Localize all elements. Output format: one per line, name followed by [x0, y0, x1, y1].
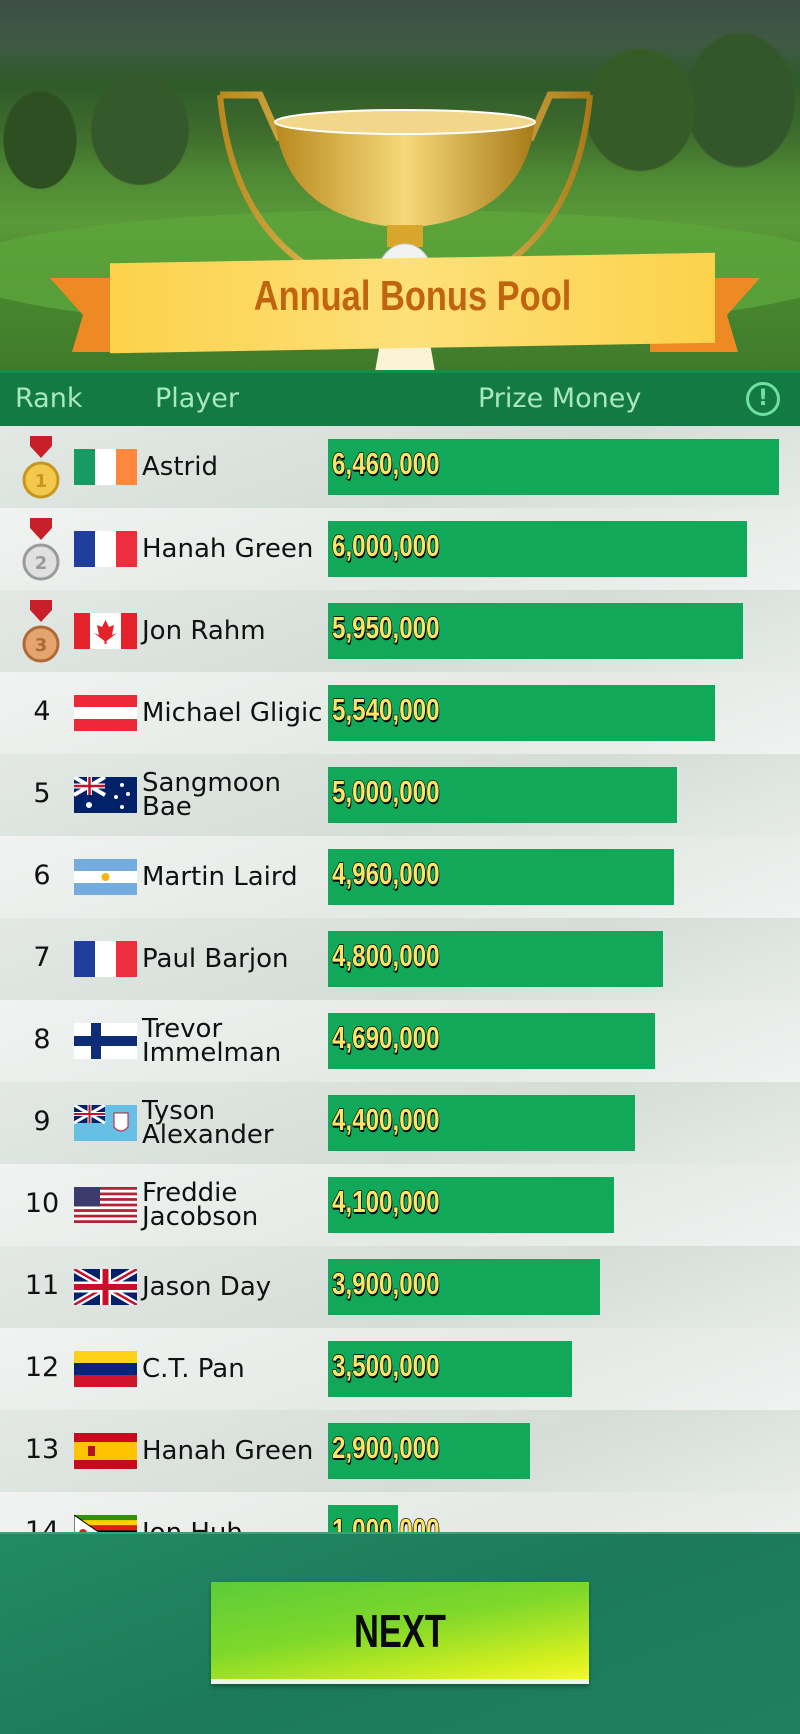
prize-amount: 6,000,000 — [331, 527, 440, 563]
rank-number: 4 — [33, 696, 51, 727]
table-row[interactable]: 13 Hanah Green 2,900,000 — [0, 1410, 800, 1492]
prize-bar — [328, 767, 678, 823]
prize-bar — [328, 931, 664, 987]
flag-france-icon — [74, 941, 137, 977]
player-name: Hanah Green — [142, 1436, 314, 1466]
title-ribbon: Annual Bonus Pool — [50, 252, 760, 358]
table-row[interactable]: 10 Freddie Jacobson 4,100,000 — [0, 1164, 800, 1246]
rank-number: 2 — [35, 553, 48, 574]
player-name: Michael Gligic — [142, 698, 323, 728]
prize-amount: 2,900,000 — [331, 1429, 440, 1465]
prize-amount: 4,960,000 — [331, 855, 440, 891]
table-row[interactable]: 11 Jason Day 3,900,000 — [0, 1246, 800, 1328]
info-icon[interactable]: ! — [746, 382, 780, 416]
rank-number: 11 — [24, 1270, 60, 1301]
player-name: Sangmoon Bae — [142, 768, 282, 822]
rank-number: 6 — [33, 860, 51, 891]
player-name: Jon Rahm — [142, 616, 266, 646]
table-row[interactable]: 9 Tyson Alexander 4,400,000 — [0, 1082, 800, 1164]
flag-uk-icon — [74, 1269, 137, 1305]
player-name: C.T. Pan — [142, 1354, 245, 1384]
flag-zimbabwe-icon — [74, 1515, 137, 1532]
player-name: Trevor Immelman — [142, 1014, 282, 1068]
prize-bar — [328, 521, 747, 577]
prize-bar — [328, 1505, 398, 1532]
rank-number: 5 — [33, 778, 51, 809]
player-name: Tyson Alexander — [142, 1096, 274, 1150]
medal-gold-icon: 1 — [22, 436, 60, 499]
prize-bar — [328, 1259, 601, 1315]
prize-amount: 4,100,000 — [331, 1183, 440, 1219]
table-row[interactable]: 1 Astrid 6,460,000 — [0, 426, 800, 508]
rank-number: 14 — [24, 1516, 60, 1532]
prize-bar — [328, 1177, 615, 1233]
medal-silver-icon: 2 — [22, 518, 60, 581]
prize-amount: 6,460,000 — [331, 445, 440, 481]
rank-number: 3 — [35, 635, 48, 656]
prize-amount: 5,950,000 — [331, 609, 440, 645]
flag-austria-icon — [74, 695, 137, 731]
banner: Annual Bonus Pool — [0, 0, 800, 370]
rank-number: 12 — [24, 1352, 60, 1383]
rank-number: 8 — [33, 1024, 51, 1055]
prize-bar — [328, 685, 715, 741]
prize-amount: 3,500,000 — [331, 1347, 440, 1383]
flag-canada-icon — [74, 613, 137, 649]
player-name: Jason Day — [142, 1272, 272, 1302]
table-row[interactable]: 14 Jon Huh1,000,000 — [0, 1492, 800, 1532]
prize-amount: 5,540,000 — [331, 691, 440, 727]
prize-bar — [328, 1013, 656, 1069]
prize-bar — [328, 1341, 573, 1397]
rank-number: 1 — [35, 471, 48, 492]
player-name: Hanah Green — [142, 534, 314, 564]
rank-number: 10 — [24, 1188, 60, 1219]
flag-france-icon — [74, 531, 137, 567]
next-button-label: NEXT — [353, 1605, 447, 1657]
player-name: Martin Laird — [142, 862, 298, 892]
leaderboard-list[interactable]: 1 Astrid 6,460,000 2 Hanah Green 6,000,000 3 Jo… — [0, 426, 800, 1532]
column-rank: Rank — [15, 383, 83, 414]
table-row[interactable]: 3 Jon Rahm 5,950,000 — [0, 590, 800, 672]
table-row[interactable]: 7 Paul Barjon 4,800,000 — [0, 918, 800, 1000]
column-player: Player — [155, 383, 240, 414]
prize-amount: 4,400,000 — [331, 1101, 440, 1137]
flag-venezuela-icon — [74, 1351, 137, 1387]
rank-number: 13 — [24, 1434, 60, 1465]
rank-number: 7 — [33, 942, 51, 973]
prize-amount: 4,800,000 — [331, 937, 440, 973]
prize-amount: 5,000,000 — [331, 773, 440, 809]
player-name: Freddie Jacobson — [142, 1178, 259, 1232]
footer: NEXT — [0, 1532, 800, 1734]
player-name: Astrid — [142, 452, 218, 482]
table-row[interactable]: 12 C.T. Pan 3,500,000 — [0, 1328, 800, 1410]
flag-argentina-icon — [74, 859, 137, 895]
table-row[interactable]: 5 Sangmoon Bae 5,000,000 — [0, 754, 800, 836]
flag-finland-icon — [74, 1023, 137, 1059]
column-prize-money: Prize Money — [478, 383, 642, 414]
table-row[interactable]: 4 Michael Gligic 5,540,000 — [0, 672, 800, 754]
table-header: Rank Player Prize Money ! — [0, 370, 800, 426]
prize-bar — [328, 439, 779, 495]
flag-ireland-icon — [74, 449, 137, 485]
prize-bar — [328, 603, 744, 659]
page-title: Annual Bonus Pool — [253, 272, 572, 319]
player-name: Jon Huh — [142, 1492, 330, 1532]
flag-usa-icon — [74, 1187, 137, 1223]
table-row[interactable]: 2 Hanah Green 6,000,000 — [0, 508, 800, 590]
prize-bar — [328, 1423, 531, 1479]
flag-spain-icon — [74, 1433, 137, 1469]
flag-fiji-icon — [74, 1105, 137, 1141]
table-row[interactable]: 6 Martin Laird 4,960,000 — [0, 836, 800, 918]
prize-amount: 1,000,000 — [331, 1511, 440, 1532]
flag-australia-icon — [74, 777, 137, 813]
prize-amount: 4,690,000 — [331, 1019, 440, 1055]
prize-bar — [328, 849, 675, 905]
player-name: Paul Barjon — [142, 944, 289, 974]
prize-amount: 3,900,000 — [331, 1265, 440, 1301]
rank-number: 9 — [33, 1106, 51, 1137]
next-button[interactable]: NEXT — [211, 1582, 589, 1684]
medal-bronze-icon: 3 — [22, 600, 60, 663]
prize-bar — [328, 1095, 636, 1151]
table-row[interactable]: 8 Trevor Immelman 4,690,000 — [0, 1000, 800, 1082]
